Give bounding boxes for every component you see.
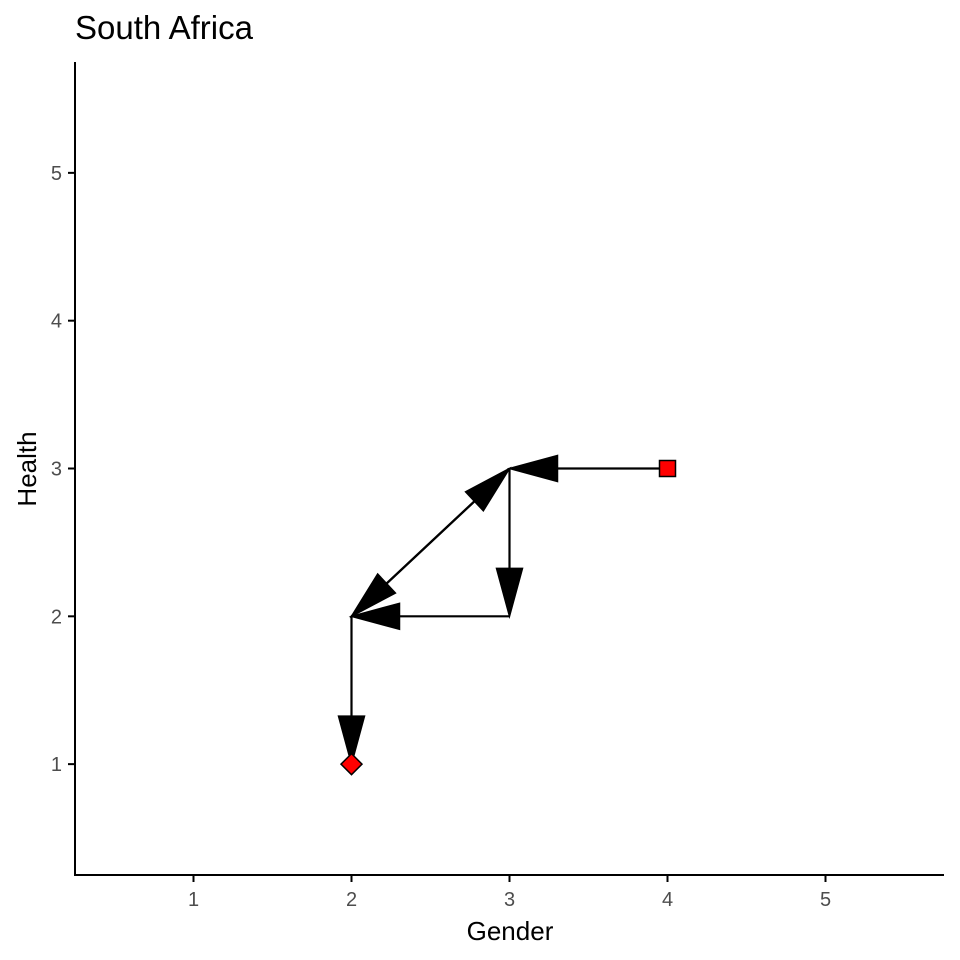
arrow-head (349, 572, 397, 619)
arrow-head (337, 715, 366, 768)
y-ticks: 1 2 3 4 5 (51, 163, 75, 776)
arrow-head (495, 567, 524, 620)
y-tick-label: 1 (51, 754, 62, 776)
chart-title: South Africa (75, 9, 254, 46)
start-point-marker (658, 459, 677, 478)
y-tick-label: 3 (51, 459, 62, 481)
x-tick-label: 1 (188, 889, 199, 911)
y-axis-title: Health (12, 431, 42, 506)
point-markers (339, 459, 677, 776)
arrow-head (348, 602, 401, 631)
x-tick-label: 2 (346, 889, 357, 911)
y-tick-label: 2 (51, 606, 62, 628)
arrow-segment (385, 467, 511, 585)
x-axis-title: Gender (467, 916, 554, 946)
arrow-path (337, 454, 668, 768)
arrow-head (506, 454, 559, 483)
x-tick-label: 5 (820, 889, 831, 911)
y-tick-label: 4 (51, 311, 62, 333)
y-tick-label: 5 (51, 163, 62, 185)
end-point-marker (339, 752, 364, 776)
x-tick-label: 3 (504, 889, 515, 911)
x-tick-label: 4 (662, 889, 673, 911)
x-ticks: 1 2 3 4 5 (188, 875, 831, 911)
